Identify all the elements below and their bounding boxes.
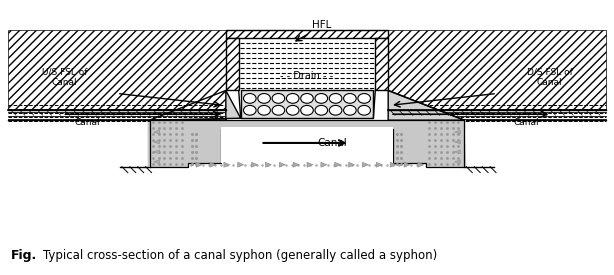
Ellipse shape xyxy=(258,105,270,115)
Bar xyxy=(241,90,373,118)
Ellipse shape xyxy=(315,105,328,115)
Polygon shape xyxy=(150,120,464,167)
Polygon shape xyxy=(307,162,313,167)
Polygon shape xyxy=(454,150,460,154)
Polygon shape xyxy=(335,162,341,167)
Polygon shape xyxy=(210,162,216,167)
Polygon shape xyxy=(376,162,383,167)
Ellipse shape xyxy=(286,105,299,115)
Polygon shape xyxy=(321,162,327,167)
Polygon shape xyxy=(454,140,460,144)
Ellipse shape xyxy=(301,105,313,115)
Ellipse shape xyxy=(358,105,370,115)
Polygon shape xyxy=(238,162,244,167)
Text: - - Drain - -: - - Drain - - xyxy=(281,71,333,81)
Ellipse shape xyxy=(244,94,256,103)
Ellipse shape xyxy=(244,105,256,115)
Polygon shape xyxy=(454,160,460,164)
Text: Fig.: Fig. xyxy=(11,249,37,262)
Polygon shape xyxy=(349,162,354,167)
Ellipse shape xyxy=(344,94,356,103)
Polygon shape xyxy=(196,162,202,167)
Polygon shape xyxy=(426,120,464,133)
Polygon shape xyxy=(393,120,467,167)
Polygon shape xyxy=(226,38,239,90)
Polygon shape xyxy=(454,130,460,134)
Ellipse shape xyxy=(344,105,356,115)
Ellipse shape xyxy=(358,94,370,103)
Polygon shape xyxy=(265,162,271,167)
Text: U/S FSL of
Canal: U/S FSL of Canal xyxy=(42,67,87,87)
Ellipse shape xyxy=(258,94,270,103)
Polygon shape xyxy=(252,162,257,167)
Polygon shape xyxy=(8,30,226,110)
Polygon shape xyxy=(221,129,393,163)
Polygon shape xyxy=(154,130,160,134)
Polygon shape xyxy=(150,90,241,120)
Polygon shape xyxy=(293,162,299,167)
Text: Canal: Canal xyxy=(317,138,347,148)
Ellipse shape xyxy=(301,94,313,103)
Polygon shape xyxy=(154,140,160,144)
Bar xyxy=(221,127,393,163)
Polygon shape xyxy=(388,30,606,110)
Text: Canal: Canal xyxy=(514,118,540,127)
Text: HFL: HFL xyxy=(312,20,332,30)
Ellipse shape xyxy=(286,94,299,103)
Polygon shape xyxy=(390,162,396,167)
Polygon shape xyxy=(362,162,368,167)
Polygon shape xyxy=(154,160,160,164)
Polygon shape xyxy=(226,30,388,38)
Ellipse shape xyxy=(329,94,342,103)
Polygon shape xyxy=(418,162,424,167)
Polygon shape xyxy=(150,120,188,133)
Ellipse shape xyxy=(272,94,285,103)
Polygon shape xyxy=(279,162,286,167)
Ellipse shape xyxy=(272,105,285,115)
Ellipse shape xyxy=(315,94,328,103)
Polygon shape xyxy=(154,150,160,154)
Polygon shape xyxy=(147,120,221,167)
Polygon shape xyxy=(404,162,410,167)
Text: Typical cross-section of a canal syphon (generally called a syphon): Typical cross-section of a canal syphon … xyxy=(43,249,437,262)
Polygon shape xyxy=(388,90,464,120)
Ellipse shape xyxy=(329,105,342,115)
Polygon shape xyxy=(375,38,388,90)
Text: Canal: Canal xyxy=(74,118,100,127)
Polygon shape xyxy=(224,162,230,167)
Text: D/S FSL of
Canal: D/S FSL of Canal xyxy=(527,67,572,87)
